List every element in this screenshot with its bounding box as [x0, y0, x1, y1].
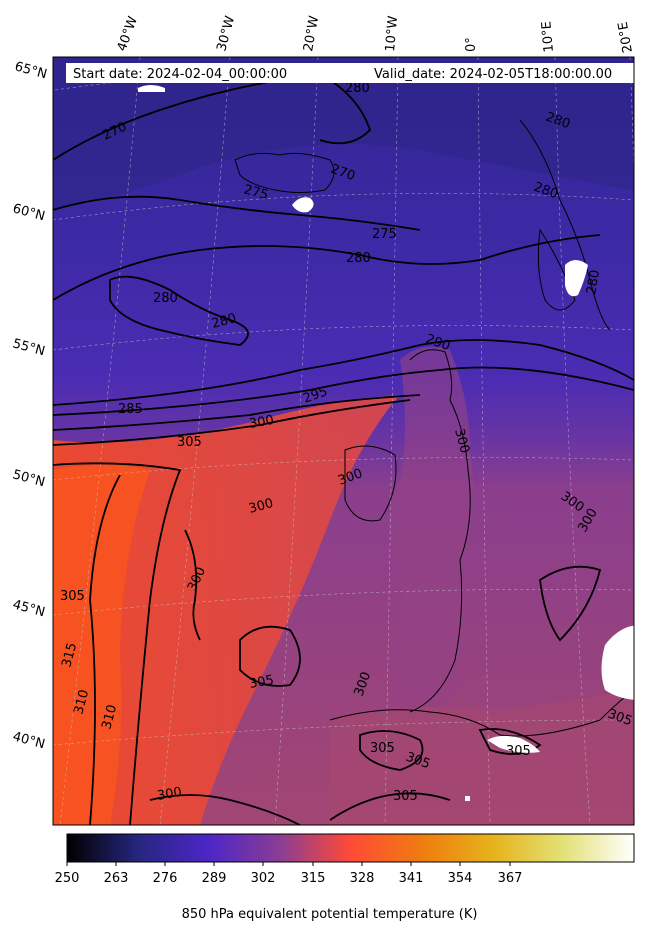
coastlines: [234, 119, 634, 737]
lat-label-45n: 45°N: [11, 597, 47, 620]
colorbar-tick-label: 276: [152, 871, 178, 886]
lat-label-65n: 65°N: [13, 59, 49, 82]
contour-label: 305: [370, 741, 395, 756]
contour-label: 280: [584, 269, 603, 296]
contour-label: 285: [118, 402, 143, 417]
lon-label-10w: 10°W: [383, 15, 401, 52]
contour-label: 305: [60, 589, 85, 604]
lat-label-55n: 55°N: [11, 336, 47, 359]
colorbar-tick-label: 367: [497, 871, 523, 886]
colorbar-tick-label: 263: [103, 871, 129, 886]
map-area: 280 270 280 280 270 275 275 280 280 280 …: [53, 57, 634, 825]
lon-label-0: 0°: [464, 37, 479, 52]
contour-label: 305: [248, 673, 275, 692]
contour-label: 310: [71, 688, 92, 716]
colorbar-tick-label: 302: [250, 871, 276, 886]
valid-date-label: Valid_date: 2024-02-05T18:00:00.00: [374, 67, 613, 82]
start-date-label: Start date: 2024-02-04_00:00:00: [73, 67, 288, 82]
contour-label: 280: [210, 311, 238, 332]
colorbar-tick-label: 250: [54, 871, 80, 886]
contour-label: 300: [451, 427, 472, 455]
contour-label: 310: [99, 703, 120, 731]
contour-label: 315: [59, 641, 80, 669]
contour-label: 280: [345, 81, 370, 96]
contour-label: 275: [242, 182, 270, 203]
latitude-labels: 65°N 60°N 55°N 50°N 45°N 40°N: [11, 59, 49, 752]
contour-label: 280: [346, 251, 371, 266]
contour-label: 280: [153, 291, 178, 306]
lon-label-40w: 40°W: [115, 14, 141, 53]
isotherm-contours: [53, 79, 634, 825]
colorbar-tick-label: 315: [300, 871, 326, 886]
masked-regions: [138, 85, 634, 801]
lat-label-50n: 50°N: [11, 467, 47, 490]
lon-label-20w: 20°W: [301, 15, 322, 53]
contour-label: 275: [372, 227, 397, 242]
contour-label: 305: [506, 744, 531, 759]
graticule: [53, 57, 634, 825]
lon-label-30w: 30°W: [214, 14, 238, 53]
colorbar-ticks: [66, 862, 511, 866]
contour-label: 305: [393, 789, 418, 804]
contour-label: 300: [247, 496, 275, 517]
contour-label: 305: [177, 435, 202, 450]
lat-label-40n: 40°N: [11, 729, 47, 752]
colorbar-tick-label: 354: [447, 871, 473, 886]
colorbar-tick-label: 328: [349, 871, 375, 886]
colorbar: [66, 833, 635, 863]
colorbar-title: 850 hPa equivalent potential temperature…: [181, 907, 478, 922]
colorbar-tick-label: 289: [201, 871, 227, 886]
contour-label: 300: [248, 413, 275, 432]
lon-label-20e: 20°E: [616, 21, 636, 54]
lon-label-10e: 10°E: [539, 21, 557, 53]
map-frame: [52, 56, 635, 826]
lat-label-60n: 60°N: [11, 201, 47, 224]
longitude-labels: 40°W 30°W 20°W 10°W 0° 10°E 20°E: [115, 14, 636, 54]
header-box: [66, 63, 634, 83]
contour-label: 300: [156, 785, 183, 804]
colorbar-tick-label: 341: [398, 871, 424, 886]
